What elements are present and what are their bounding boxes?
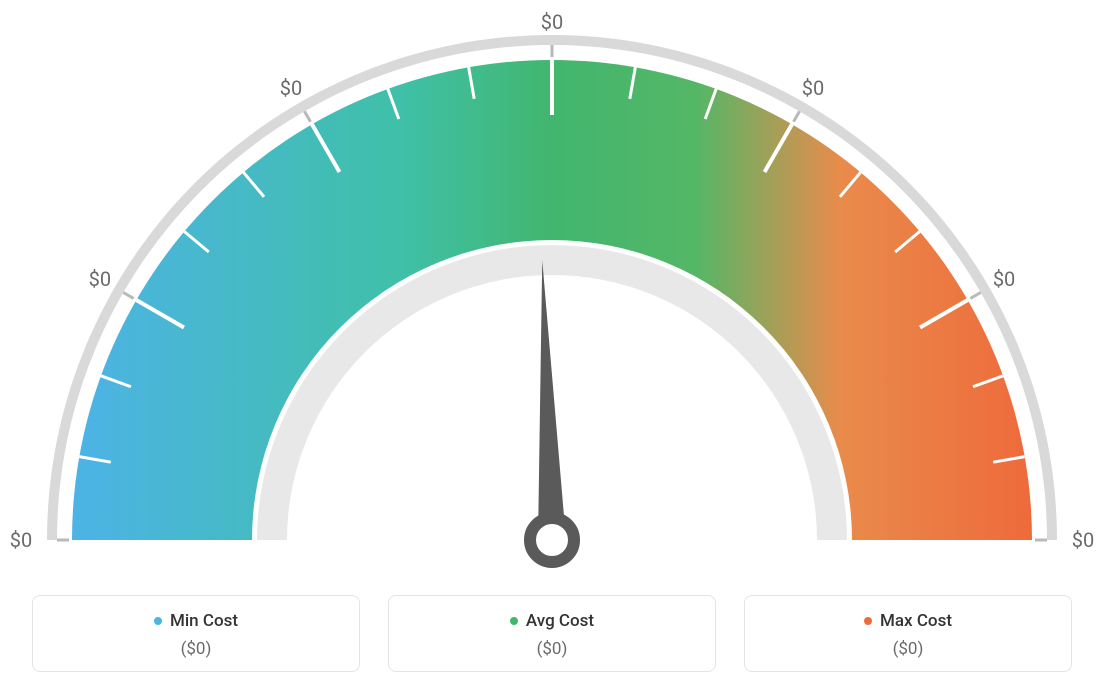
legend-value-min: ($0) <box>43 639 349 659</box>
legend-value-max: ($0) <box>755 639 1061 659</box>
gauge-tick-label: $0 <box>10 528 32 552</box>
gauge-needle <box>538 260 566 540</box>
legend-card-min: Min Cost ($0) <box>32 595 360 672</box>
legend-dot-max <box>864 617 872 625</box>
gauge-tick-label: $0 <box>993 267 1015 291</box>
gauge-outer-tick <box>794 111 800 121</box>
gauge-tick-label: $0 <box>1072 528 1094 552</box>
gauge-needle-hub <box>530 518 574 562</box>
legend-dot-min <box>154 617 162 625</box>
legend-row: Min Cost ($0) Avg Cost ($0) Max Cost ($0… <box>32 595 1072 672</box>
gauge-outer-tick <box>305 111 311 121</box>
gauge-outer-tick <box>970 293 980 299</box>
legend-card-avg: Avg Cost ($0) <box>388 595 716 672</box>
legend-label-avg: Avg Cost <box>526 611 594 631</box>
legend-dot-avg <box>510 617 518 625</box>
legend-label-min: Min Cost <box>170 611 238 631</box>
gauge-tick-label: $0 <box>541 10 563 34</box>
gauge-tick-label: $0 <box>89 267 111 291</box>
cost-gauge: $0$0$0$0$0$0$0 <box>32 10 1072 570</box>
legend-value-avg: ($0) <box>399 639 705 659</box>
legend-card-max: Max Cost ($0) <box>744 595 1072 672</box>
legend-label-max: Max Cost <box>880 611 952 631</box>
gauge-tick-label: $0 <box>802 76 824 100</box>
gauge-outer-tick <box>123 293 133 299</box>
gauge-tick-label: $0 <box>280 76 302 100</box>
gauge-svg <box>32 10 1072 570</box>
